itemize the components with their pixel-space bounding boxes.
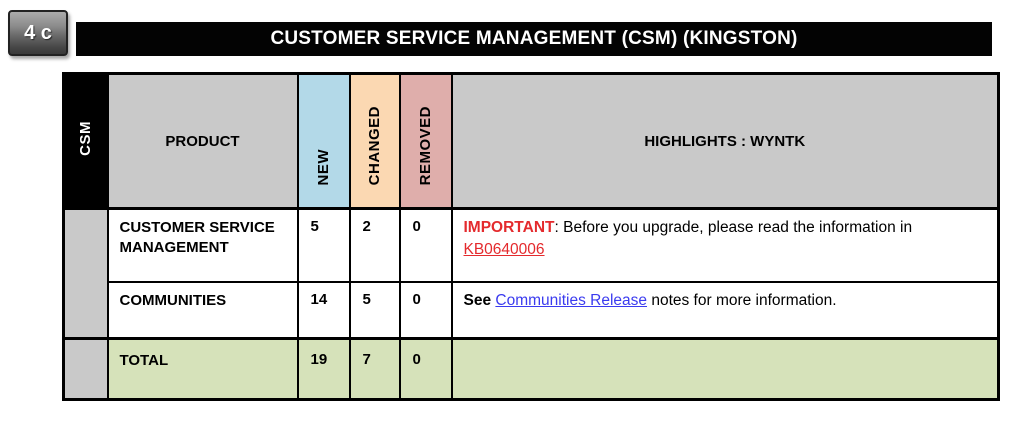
highlights-cell: See Communities Release notes for more i… [450,280,1000,340]
title-bar: CUSTOMER SERVICE MANAGEMENT (CSM) (KINGS… [76,22,992,56]
row-group-spacer [62,337,109,401]
product-name: COMMUNITIES [106,280,299,340]
changed-count: 2 [348,207,401,283]
total-changed-count: 7 [348,337,401,401]
csm-table-wrapper: CSM PRODUCT NEW CHANGED REMOVED HIGHLIGH… [62,72,1000,401]
highlight-text: notes for more information. [647,291,837,309]
column-header-removed: REMOVED [398,72,453,210]
new-count: 14 [296,280,351,340]
row-group-label: CSM [77,121,95,156]
column-header-new-label: NEW [315,148,332,186]
product-name: CUSTOMER SERVICE MANAGEMENT [106,207,299,283]
removed-count: 0 [398,207,453,283]
total-highlights-empty-cell [450,337,1000,401]
table-row-total: TOTAL 19 7 0 [62,337,1000,401]
table-row-customer-service: CUSTOMER SERVICE MANAGEMENT 5 2 0 IMPORT… [62,207,1000,340]
total-label: TOTAL [106,337,299,401]
highlights-cell: IMPORTANT: Before you upgrade, please re… [450,207,1000,283]
column-header-new: NEW [296,72,351,210]
csm-table: CSM PRODUCT NEW CHANGED REMOVED HIGHLIGH… [62,72,1000,401]
column-header-removed-label: REMOVED [417,105,434,185]
row-group-header-csm: CSM [62,72,109,210]
row-group-spacer [62,207,109,340]
table-row-communities: COMMUNITIES 14 5 0 See Communities Relea… [64,280,1000,340]
important-label: IMPORTANT [463,219,555,236]
total-removed-count: 0 [398,337,453,401]
column-header-changed: CHANGED [348,72,401,210]
kb-article-link[interactable]: KB0640006 [463,241,545,259]
changed-count: 5 [348,280,401,340]
page-title: CUSTOMER SERVICE MANAGEMENT (CSM) (KINGS… [270,28,798,49]
column-header-product: PRODUCT [106,72,299,210]
communities-release-link[interactable]: Communities Release [495,291,648,309]
section-badge-label: 4 c [24,21,52,44]
column-header-changed-label: CHANGED [366,105,383,185]
total-new-count: 19 [296,337,351,401]
table-header-row: CSM PRODUCT NEW CHANGED REMOVED HIGHLIGH… [62,72,1000,210]
new-count: 5 [296,207,351,283]
highlight-text: Before you upgrade, please read the info… [563,219,913,236]
see-label: See [463,291,496,309]
removed-count: 0 [398,280,453,340]
important-colon: : [554,219,564,236]
section-badge: 4 c [8,10,68,56]
column-header-highlights: HIGHLIGHTS : WYNTK [450,72,1000,210]
